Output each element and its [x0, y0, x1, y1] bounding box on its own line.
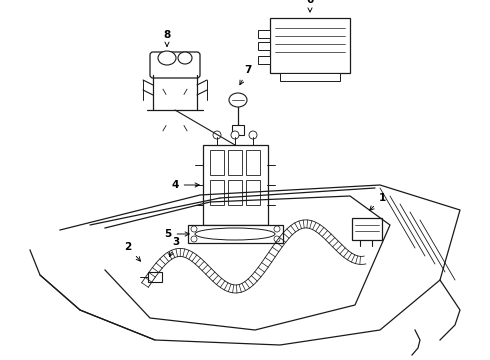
- Bar: [188, 225, 283, 243]
- Circle shape: [274, 226, 280, 232]
- Bar: [203, 145, 268, 225]
- Text: 8: 8: [163, 30, 171, 46]
- Bar: [258, 30, 270, 38]
- FancyBboxPatch shape: [150, 52, 200, 78]
- Bar: [210, 180, 224, 205]
- Bar: [232, 125, 244, 135]
- Bar: [210, 150, 224, 175]
- Bar: [352, 218, 382, 240]
- Circle shape: [191, 226, 197, 232]
- Ellipse shape: [229, 93, 247, 107]
- Ellipse shape: [158, 51, 176, 65]
- Bar: [148, 272, 162, 282]
- Ellipse shape: [195, 228, 275, 240]
- Bar: [228, 150, 242, 175]
- Text: 7: 7: [240, 65, 252, 85]
- Ellipse shape: [178, 52, 192, 64]
- Circle shape: [249, 131, 257, 139]
- Bar: [258, 56, 270, 64]
- Circle shape: [274, 236, 280, 242]
- Bar: [280, 73, 340, 81]
- Circle shape: [231, 131, 239, 139]
- Text: 5: 5: [164, 229, 189, 239]
- Text: 4: 4: [172, 180, 199, 190]
- Bar: [228, 180, 242, 205]
- Circle shape: [213, 131, 221, 139]
- Text: 1: 1: [369, 193, 386, 210]
- Text: 2: 2: [124, 242, 141, 261]
- Text: 3: 3: [170, 237, 180, 257]
- Text: 6: 6: [306, 0, 314, 12]
- Circle shape: [191, 236, 197, 242]
- Bar: [246, 150, 260, 175]
- Bar: [258, 42, 270, 50]
- Bar: [246, 180, 260, 205]
- Bar: [270, 18, 350, 73]
